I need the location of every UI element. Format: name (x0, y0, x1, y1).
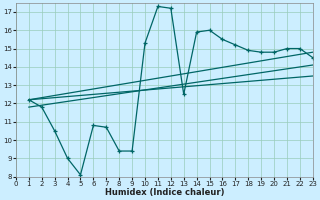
X-axis label: Humidex (Indice chaleur): Humidex (Indice chaleur) (105, 188, 224, 197)
